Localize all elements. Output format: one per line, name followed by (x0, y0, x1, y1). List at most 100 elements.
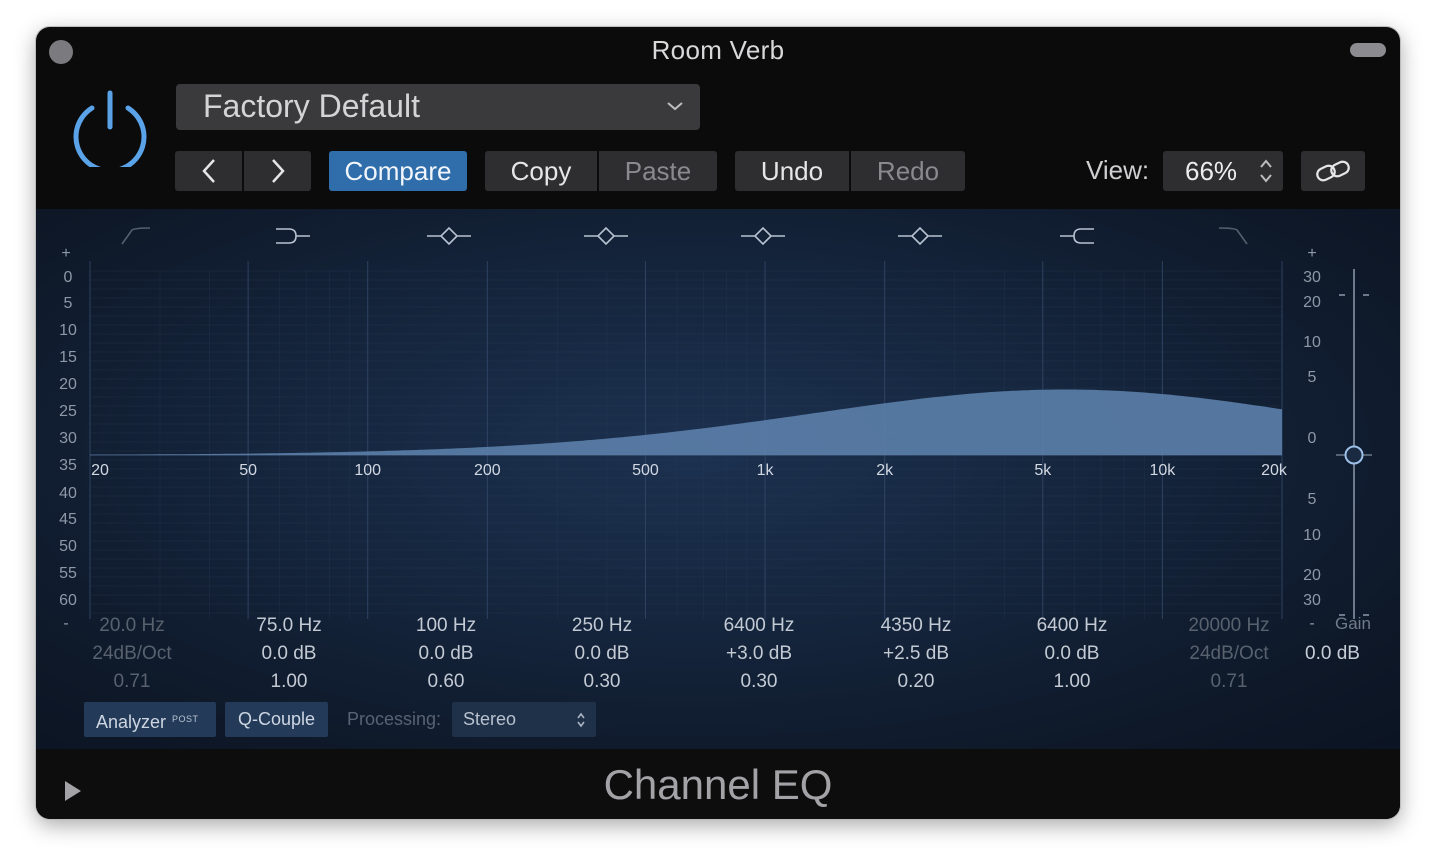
band-2-params[interactable]: 75.0 Hz 0.0 dB 1.00 (219, 612, 359, 696)
freq-label: 10k (1149, 462, 1176, 479)
band-6-bell-icon[interactable] (898, 226, 942, 246)
band-5-bell-icon[interactable] (741, 226, 785, 246)
footer-bar: Channel EQ (36, 749, 1400, 819)
processing-value: Stereo (463, 709, 517, 729)
band-4-bell-icon[interactable] (584, 226, 628, 246)
band-3-params[interactable]: 100 Hz 0.0 dB 0.60 (376, 612, 516, 696)
select-arrows-icon (577, 712, 585, 728)
chevron-right-icon (271, 159, 285, 183)
analyzer-label: Analyzer (96, 712, 167, 732)
band-1-params[interactable]: 20.0 Hz 24dB/Oct 0.71 (62, 612, 202, 696)
undo-button[interactable]: Undo (735, 151, 849, 191)
title-bar: Room Verb (36, 27, 1400, 73)
band-6-frequency[interactable]: 4350 Hz (880, 615, 952, 636)
band-4-params[interactable]: 250 Hz 0.0 dB 0.30 (532, 612, 672, 696)
left-scale-label: 15 (59, 349, 77, 366)
previous-preset-button[interactable] (175, 151, 242, 191)
link-button[interactable] (1301, 151, 1365, 191)
compare-button[interactable]: Compare (329, 151, 467, 191)
chevron-down-icon (667, 102, 683, 111)
band-8-frequency[interactable]: 20000 Hz (1188, 615, 1270, 636)
redo-button[interactable]: Redo (851, 151, 965, 191)
left-scale-label: 35 (59, 457, 77, 474)
band-4-q[interactable]: 0.30 (583, 671, 621, 692)
right-scale-label: 20 (1303, 294, 1321, 311)
band-1-gain[interactable]: 24dB/Oct (92, 643, 172, 664)
band-3-frequency[interactable]: 100 Hz (415, 615, 477, 636)
view-zoom-value: 66% (1185, 156, 1238, 186)
right-scale-label: - (1309, 615, 1315, 632)
left-scale-label: 0 (63, 269, 73, 286)
band-4-frequency[interactable]: 250 Hz (571, 615, 633, 636)
left-scale-label: 25 (59, 403, 77, 420)
toolbar-toggle-button[interactable] (1350, 43, 1386, 57)
copy-button[interactable]: Copy (485, 151, 597, 191)
left-scale-label: 60 (59, 592, 77, 609)
paste-button[interactable]: Paste (599, 151, 717, 191)
band-3-bell-icon[interactable] (427, 226, 471, 246)
left-scale-label: 5 (63, 295, 73, 312)
band-5-gain[interactable]: +3.0 dB (725, 643, 793, 664)
left-scale-label: 30 (59, 430, 77, 447)
right-scale-label: 30 (1303, 592, 1321, 609)
band-5-frequency[interactable]: 6400 Hz (723, 615, 795, 636)
close-button[interactable] (49, 40, 73, 64)
left-scale-label: + (61, 245, 71, 262)
band-1-frequency[interactable]: 20.0 Hz (99, 615, 165, 636)
processing-select[interactable]: Stereo (452, 702, 596, 737)
analyzer-button[interactable]: Analyzer POST (84, 702, 216, 737)
band-4-gain[interactable]: 0.0 dB (574, 643, 630, 664)
left-scale-label: - (63, 615, 69, 632)
freq-label: 50 (239, 462, 257, 479)
freq-label: 20k (1261, 462, 1288, 479)
power-icon[interactable] (70, 87, 150, 167)
right-scale-label: 10 (1303, 334, 1321, 351)
left-scale-label: 45 (59, 511, 77, 528)
preset-menu[interactable]: Factory Default (176, 84, 700, 130)
band-8-high-cut-icon[interactable] (1218, 227, 1248, 245)
freq-label: 20 (91, 462, 109, 479)
band-8-q[interactable]: 0.71 (1210, 671, 1248, 692)
band-2-low-shelf-icon[interactable] (276, 228, 310, 244)
eq-graph[interactable]: 20 50 100 200 500 1k 2k 5k 10k 20k (36, 209, 1400, 749)
band-1-low-cut-icon[interactable] (121, 227, 151, 245)
view-label: View: (1086, 155, 1150, 185)
analyzer-post-badge[interactable]: POST (172, 714, 199, 724)
band-2-frequency[interactable]: 75.0 Hz (256, 615, 322, 636)
band-3-gain[interactable]: 0.0 dB (418, 643, 474, 664)
band-7-gain[interactable]: 0.0 dB (1044, 643, 1100, 664)
band-2-q[interactable]: 1.00 (270, 671, 308, 692)
band-8-params[interactable]: 20000 Hz 24dB/Oct 0.71 (1159, 612, 1299, 696)
q-couple-button[interactable]: Q-Couple (225, 702, 328, 737)
band-5-q[interactable]: 0.30 (740, 671, 778, 692)
band-1-q[interactable]: 0.71 (113, 671, 151, 692)
right-scale-label: 30 (1303, 269, 1321, 286)
band-6-q[interactable]: 0.20 (897, 671, 935, 692)
eq-curve (90, 389, 1282, 455)
band-2-gain[interactable]: 0.0 dB (261, 643, 317, 664)
freq-label: 2k (876, 462, 894, 479)
band-7-frequency[interactable]: 6400 Hz (1036, 615, 1108, 636)
band-3-q[interactable]: 0.60 (427, 671, 465, 692)
band-7-params[interactable]: 6400 Hz 0.0 dB 1.00 (1002, 612, 1142, 696)
right-scale-label: 5 (1307, 369, 1317, 386)
next-preset-button[interactable] (244, 151, 311, 191)
band-7-q[interactable]: 1.00 (1053, 671, 1091, 692)
left-scale-label: 55 (59, 565, 77, 582)
link-icon (1316, 160, 1350, 182)
window-title: Room Verb (651, 35, 785, 65)
preset-name: Factory Default (203, 88, 420, 124)
view-zoom-stepper[interactable]: 66% (1163, 151, 1283, 191)
gain-slider-knob[interactable] (1344, 445, 1364, 465)
band-6-params[interactable]: 4350 Hz +2.5 dB 0.20 (846, 612, 986, 696)
gain-value[interactable]: 0.0 dB (1305, 643, 1360, 664)
band-8-gain[interactable]: 24dB/Oct (1189, 643, 1269, 664)
stepper-icon (1260, 159, 1272, 183)
band-7-high-shelf-icon[interactable] (1060, 228, 1094, 244)
play-icon[interactable] (64, 780, 82, 802)
band-6-gain[interactable]: +2.5 dB (882, 643, 950, 664)
eq-display[interactable]: 20 50 100 200 500 1k 2k 5k 10k 20k +0 5 10 15 20 25 30 3… (36, 209, 1400, 749)
band-5-params[interactable]: 6400 Hz +3.0 dB 0.30 (689, 612, 829, 696)
left-scale-label: 50 (59, 538, 77, 555)
plugin-window: Room Verb Factory Default Compare Copy P… (36, 27, 1400, 819)
